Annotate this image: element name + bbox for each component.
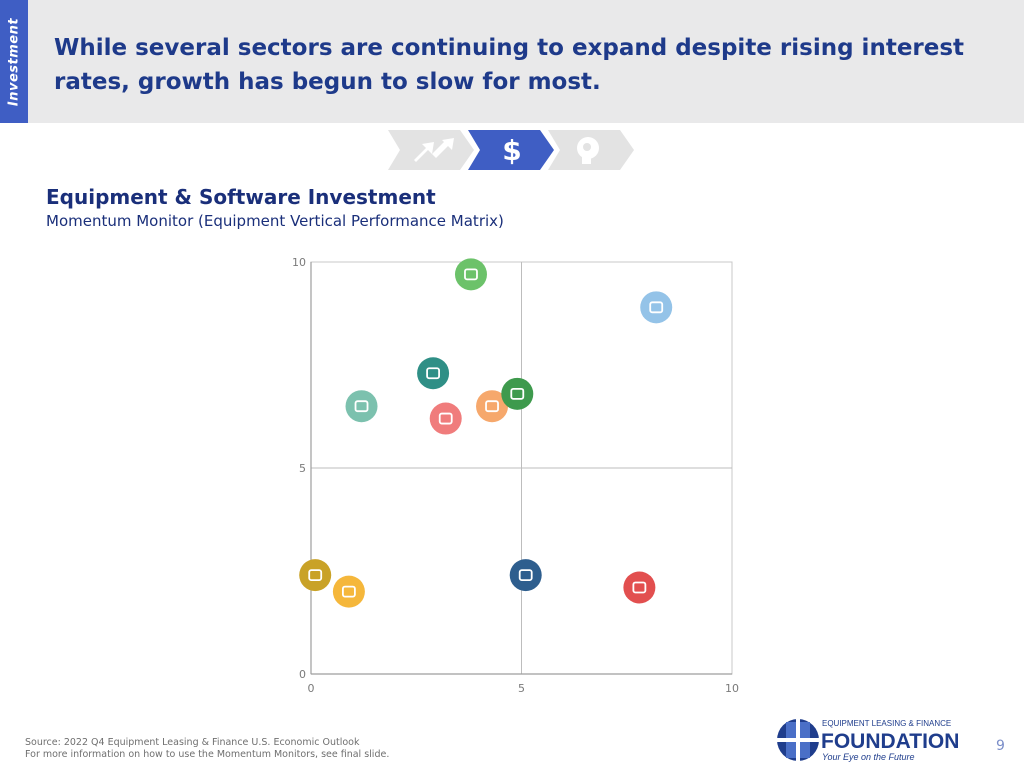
data-point-glyph: [510, 387, 525, 400]
logo-line-2: FOUNDATION: [821, 730, 959, 753]
construction-icon: [476, 390, 509, 423]
data-point-glyph: [354, 400, 369, 413]
data-point-marker: [345, 390, 378, 423]
data-point-marker: [509, 559, 542, 592]
data-point-glyph: [464, 268, 478, 281]
x-tick-label: 10: [725, 682, 739, 695]
source-line-2: For more information on how to use the M…: [25, 749, 390, 760]
page-number: 9: [996, 738, 1005, 754]
step-dollar: $: [468, 130, 554, 170]
data-point-marker: [454, 258, 487, 291]
data-point-marker: [332, 575, 365, 608]
section-title: Equipment & Software Investment: [46, 185, 436, 209]
head-gear-icon: [577, 137, 599, 164]
logo-line-1: EQUIPMENT LEASING & FINANCE: [822, 719, 951, 728]
foundation-logo: EQUIPMENT LEASING & FINANCE FOUNDATION Y…: [777, 718, 959, 762]
section-tab: Investment: [0, 0, 28, 123]
globe-icon: [777, 718, 819, 762]
materials-handling-icon: [509, 559, 542, 592]
data-point-marker: [640, 291, 673, 324]
agriculture-icon: [299, 559, 332, 592]
y-tick-label: 5: [299, 462, 306, 475]
data-point-marker: [299, 559, 332, 592]
data-point-glyph: [485, 400, 499, 413]
step-head: [548, 130, 634, 170]
momentum-matrix-chart: 0 5 10 0 5 10: [292, 256, 739, 695]
medical-icon: [454, 258, 487, 291]
source-line-1: Source: 2022 Q4 Equipment Leasing & Fina…: [25, 737, 360, 748]
mining-oilfield-icon: [501, 377, 534, 410]
software-icon: [623, 571, 656, 604]
trend-arrows-icon: [414, 138, 454, 162]
computers-icon: [332, 575, 365, 608]
step-chevrons: $: [388, 130, 634, 170]
data-point-marker: [429, 402, 462, 435]
data-point-marker: [417, 357, 450, 390]
headline-line-1: While several sectors are continuing to …: [54, 35, 965, 61]
data-point-glyph: [438, 412, 453, 425]
y-tick-label: 0: [299, 668, 306, 681]
x-tick-label: 5: [518, 682, 525, 695]
data-point-glyph: [518, 569, 533, 582]
railroad-icon: [417, 357, 450, 390]
data-point-marker: [623, 571, 656, 604]
data-point-glyph: [649, 301, 664, 314]
section-subtitle: Momentum Monitor (Equipment Vertical Per…: [46, 212, 504, 230]
y-tick-label: 10: [292, 256, 306, 269]
section-tab-label: Investment: [6, 17, 22, 106]
step-trend: [388, 130, 474, 170]
ships-boats-icon: [345, 390, 378, 423]
data-point-glyph: [632, 581, 647, 594]
data-point-glyph: [341, 585, 356, 598]
x-tick-label: 0: [308, 682, 315, 695]
aircraft-icon: [640, 291, 673, 324]
headline-line-2: rates, growth has begun to slow for most…: [54, 69, 601, 95]
header-band: Investment While several sectors are con…: [0, 0, 1024, 123]
page-headline: While several sectors are continuing to …: [54, 31, 984, 99]
source-note: Source: 2022 Q4 Equipment Leasing & Fina…: [25, 737, 389, 761]
data-point-marker: [501, 377, 534, 410]
data-point-marker: [476, 390, 509, 423]
data-point-glyph: [426, 367, 440, 380]
logo-line-3: Your Eye on the Future: [822, 752, 915, 762]
data-point-glyph: [308, 569, 323, 582]
trucks-icon: [429, 402, 462, 435]
dollar-icon: $: [502, 134, 521, 167]
